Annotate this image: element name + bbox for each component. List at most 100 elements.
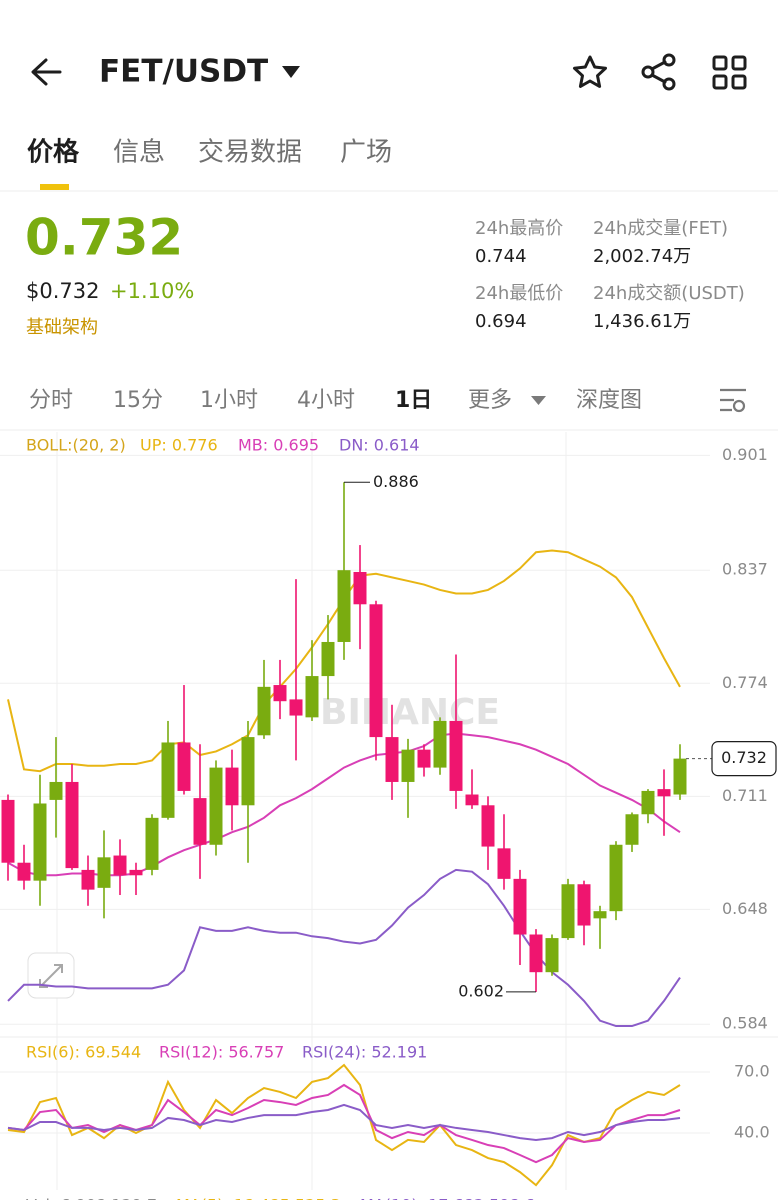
candle-body [65,781,79,869]
last-price-box [711,741,777,777]
y-tick-label: 0.648 [722,899,768,918]
candle-body [81,869,95,890]
candle-body [337,570,351,642]
tab-active[interactable]: 价格 [27,137,80,168]
candle-body [353,571,367,605]
back-arrow [31,58,62,86]
last-price: 0.732 [25,209,183,267]
tab[interactable]: 交易数据 [198,138,302,168]
low-annotation: 0.602 [458,981,504,1000]
candle-body [257,686,271,736]
share-icon [641,65,655,79]
interval-more[interactable]: 更多 [468,388,512,413]
candle-body [241,737,255,806]
candle-body [385,737,399,782]
layout-button[interactable] [712,55,747,90]
share-button[interactable] [641,53,676,91]
stat-value: 0.744 [475,246,527,267]
legend-entry: RSI(12): 56.757 [159,1043,284,1062]
favorite-button[interactable] [573,55,607,88]
interval[interactable]: 1小时 [200,388,258,413]
pair-title[interactable]: FET/USDT [99,54,268,90]
candle-body [657,789,671,797]
candle-body [673,758,687,795]
candle-body [273,685,287,702]
expand-icon [39,964,63,988]
interval[interactable]: 4小时 [297,388,355,413]
candle-body [465,794,479,806]
candle-body [161,742,175,818]
candle-body [529,934,543,973]
interval-active[interactable]: 1日 [395,388,432,413]
chart-settings[interactable] [720,388,746,413]
interval[interactable]: 深度图 [576,388,642,413]
legend-entry: UP: 0.776 [140,436,218,455]
candle-body [209,767,223,845]
candle-body [289,699,303,716]
tab[interactable]: 广场 [340,138,392,168]
volume-legend: MA(10): 17,682,598.6 [360,1196,535,1200]
grid-icon [712,74,728,90]
candle-body [481,805,495,847]
expand-button[interactable] [27,952,75,999]
stat-label: 24h最低价 [475,283,563,304]
candle-body [321,641,335,677]
candle-body [577,884,591,926]
high-annotation: 0.886 [373,472,419,491]
y-tick-label: 40.0 [734,1123,770,1142]
volume-legend: Vol: 6,908,129.7 [26,1196,157,1200]
y-tick-label: 0.584 [722,1014,768,1033]
candle-body [17,862,31,881]
candle-body [193,798,207,845]
candle-body [417,749,431,768]
candle-body [497,848,511,879]
indicator-line [7,868,681,1028]
candle-body [129,869,143,876]
legend-entry: MB: 0.695 [238,436,319,455]
stat-value: 0.694 [475,311,527,332]
share-icon [650,60,667,84]
stat-label: 24h最高价 [475,218,563,239]
tab[interactable]: 信息 [113,138,165,168]
settings-icon [720,388,746,412]
usd-price: $0.732 [26,279,99,303]
candle-body [33,803,47,881]
candle-body [433,720,447,768]
category-tag[interactable]: 基础架构 [26,317,98,338]
stat-value: 1,436.61万 [593,311,691,332]
candle-body [49,781,63,800]
share-icon [662,77,676,91]
grid-icon [731,55,747,71]
candle-body [177,742,191,791]
indicator-line [7,1063,681,1187]
last-price-label: 0.732 [721,748,767,767]
grid-icon [712,55,728,71]
candle-body [609,844,623,912]
indicator-line [7,732,681,877]
candle-body [545,938,559,973]
candle-body [225,767,239,806]
candle-body [561,884,575,939]
indicator-line [7,1083,681,1164]
legend-entry: RSI(6): 69.544 [26,1043,141,1062]
interval[interactable]: 15分 [113,388,163,413]
indicator-line [7,1103,681,1141]
candle-body [449,720,463,791]
legend-entry: DN: 0.614 [339,436,420,455]
candle-body [97,857,111,888]
watermark: BINANCE [320,692,500,733]
volume-legend: MA(5): 18,485,525.3 [176,1196,341,1200]
price-change: +1.10% [110,279,194,303]
pair-dropdown[interactable] [282,66,300,78]
indicator-label: BOLL:(20, 2) [26,436,126,455]
y-tick-label: 0.837 [722,560,768,579]
interval[interactable]: 分时 [29,388,73,413]
y-tick-label: 0.774 [722,673,768,692]
y-tick-label: 0.711 [722,786,768,805]
back-button[interactable] [31,58,62,86]
candle-body [513,878,527,935]
candle-body [641,790,655,815]
y-tick-label: 0.901 [722,445,768,464]
more-dropdown[interactable] [531,396,546,405]
candle-body [625,814,639,845]
